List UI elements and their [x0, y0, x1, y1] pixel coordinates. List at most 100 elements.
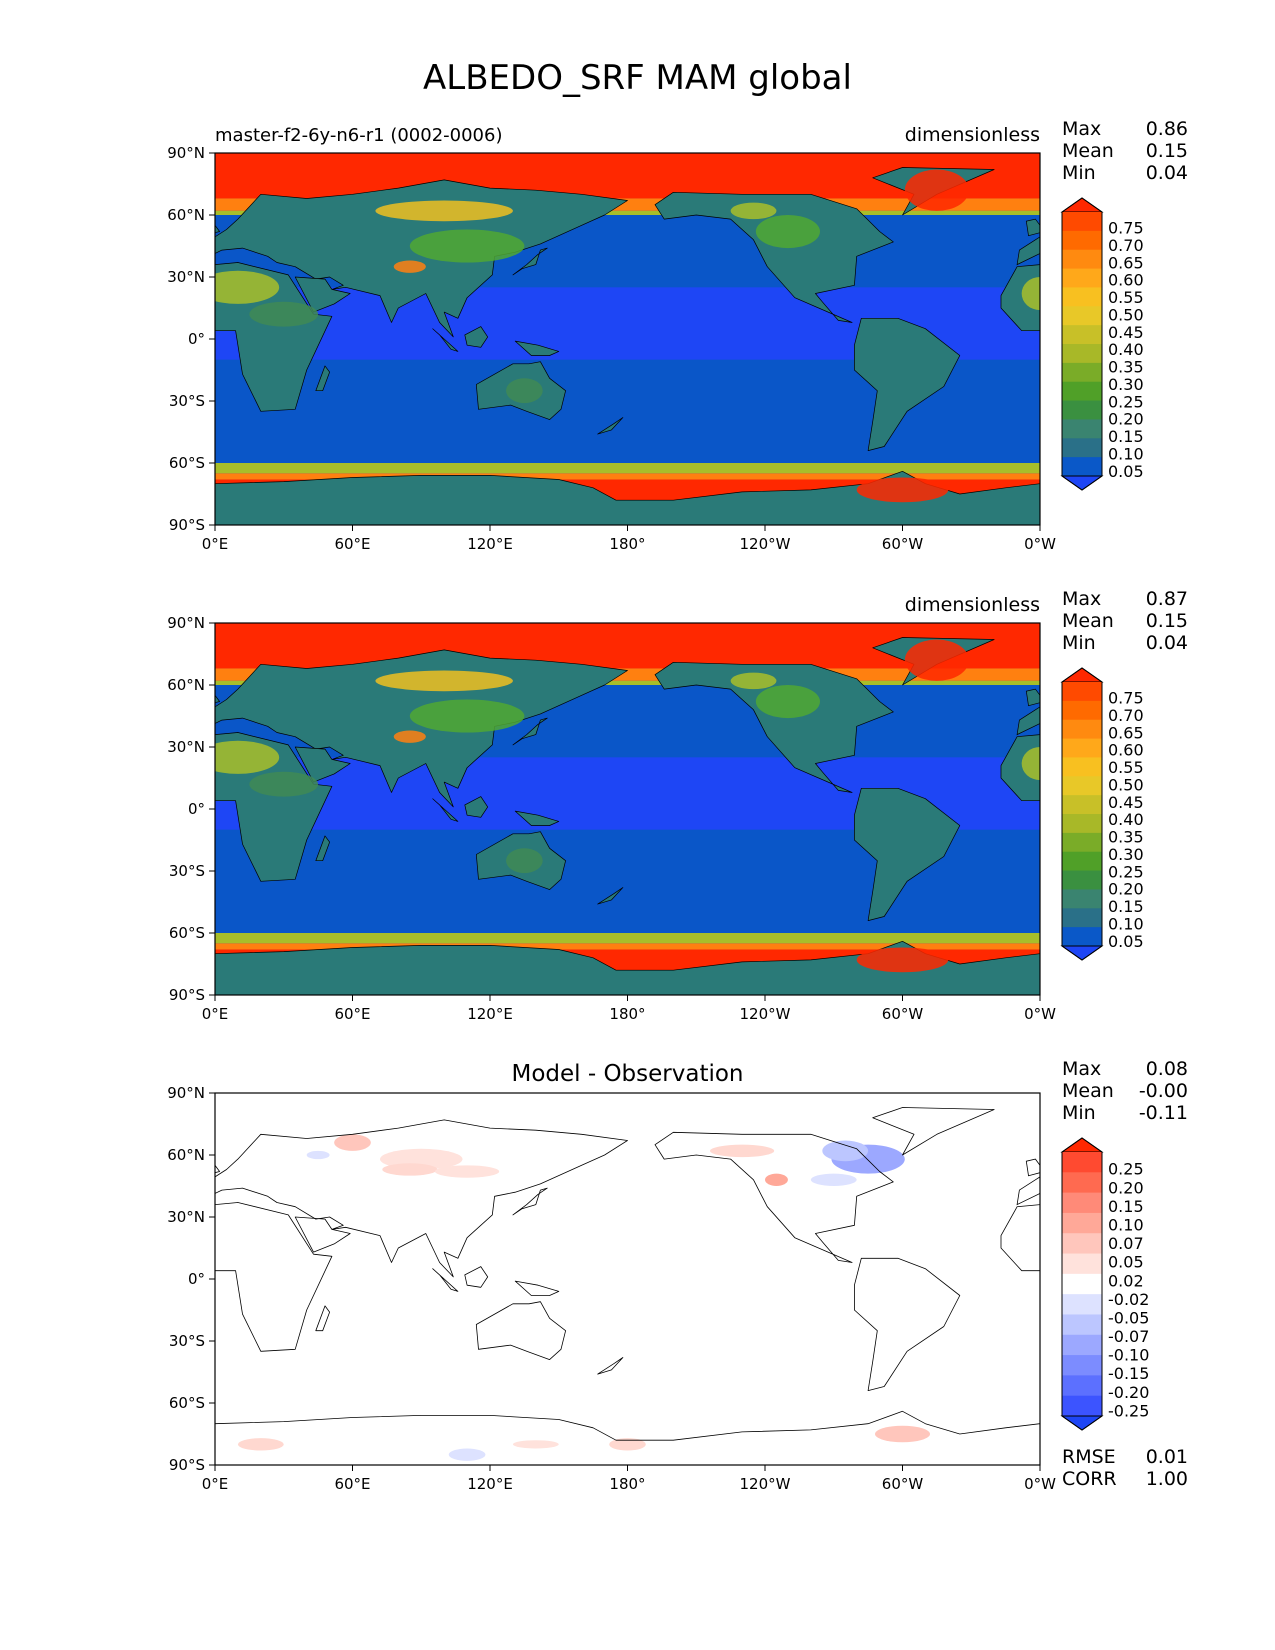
- colorbar-tick-label: 0.45: [1108, 323, 1144, 342]
- colorbar-segment: [1062, 738, 1102, 758]
- x-tick-label: 0°W: [1024, 1475, 1056, 1493]
- stat-label: Min: [1062, 162, 1096, 184]
- lat-band: [215, 943, 1040, 950]
- stat-value: 0.87: [1146, 588, 1188, 610]
- colorbar-segment: [1062, 438, 1102, 458]
- colorbar-segment: [1062, 682, 1102, 702]
- colorbar-segment: [1062, 1273, 1102, 1295]
- colorbar-tick-label: 0.55: [1108, 288, 1144, 307]
- continent-arabia: [294, 1216, 351, 1253]
- colorbar-tick-label: 0.35: [1108, 828, 1144, 847]
- continent-eurasia-wrap: [1016, 706, 1040, 736]
- stat-value: 0.04: [1146, 162, 1188, 184]
- y-tick-label: 90°N: [167, 1084, 205, 1102]
- continent-eurasia: [215, 179, 628, 338]
- y-tick-label: 30°S: [169, 862, 205, 880]
- difference-blob: [448, 1448, 486, 1461]
- lat-band: [215, 473, 1040, 480]
- field-blob: [249, 301, 319, 327]
- x-tick-label: 180°: [609, 535, 645, 553]
- x-tick-label: 0°E: [202, 1475, 229, 1493]
- field-blob: [904, 639, 969, 681]
- colorbar-segment: [1062, 212, 1102, 232]
- difference-blob: [435, 1165, 500, 1178]
- field-blob: [215, 270, 280, 304]
- stat-label: Max: [1062, 1058, 1101, 1080]
- continent-sumatra: [432, 1268, 459, 1292]
- colorbar-segment: [1062, 851, 1102, 872]
- colorbar-segment: [1062, 1294, 1102, 1315]
- colorbar-tick-label: -0.25: [1108, 1401, 1149, 1420]
- colorbar-segment: [1062, 1314, 1102, 1336]
- colorbar-tick-label: -0.07: [1108, 1327, 1149, 1346]
- colorbar-extend-top: [1060, 667, 1104, 683]
- continent-eurasia-wrap: [1016, 1176, 1040, 1206]
- colorbar-segment: [1062, 1334, 1102, 1356]
- units-label: dimensionless: [905, 594, 1040, 616]
- continent-madagascar: [315, 1305, 331, 1332]
- colorbar-extend-top: [1060, 1137, 1104, 1153]
- colorbar-tick-label: 0.10: [1108, 914, 1144, 933]
- y-tick-label: 30°N: [167, 1208, 205, 1226]
- colorbar-segment: [1062, 776, 1102, 796]
- colorbar-tick-label: -0.05: [1108, 1308, 1149, 1327]
- stat-label: Max: [1062, 588, 1101, 610]
- colorbar-tick-label: 0.10: [1108, 1216, 1144, 1235]
- continent-nz: [597, 1357, 624, 1375]
- field-blob: [755, 685, 821, 719]
- colorbar-tick-label: 0.30: [1108, 375, 1144, 394]
- continent-australia: [475, 1301, 566, 1361]
- colorbar-outline: [1061, 667, 1103, 961]
- stat-label: Max: [1062, 118, 1101, 140]
- field-blob: [375, 670, 513, 692]
- x-tick-label: 60°E: [334, 535, 370, 553]
- map-field: [215, 1093, 1040, 1465]
- colorbar-segment: [1062, 362, 1102, 383]
- colorbar-tick-label: 0.20: [1108, 880, 1144, 899]
- stat-label: Min: [1062, 1102, 1096, 1124]
- continent-greenland: [872, 1107, 995, 1156]
- y-tick-label: 90°N: [167, 144, 205, 162]
- y-tick-label: 90°S: [169, 986, 205, 1004]
- colorbar-segment: [1062, 757, 1102, 777]
- continent-antarctica: [215, 1410, 1040, 1465]
- x-tick-label: 60°E: [334, 1475, 370, 1493]
- colorbar-segment: [1062, 1152, 1102, 1173]
- stat-value: 0.86: [1146, 118, 1188, 140]
- continent-samerica: [854, 317, 961, 451]
- y-tick-label: 30°S: [169, 392, 205, 410]
- difference-blob: [334, 1134, 371, 1151]
- y-tick-label: 60°S: [169, 1394, 205, 1412]
- continent-britain: [215, 694, 220, 704]
- continent-africa-wrap: [1000, 1204, 1040, 1272]
- field-blob: [409, 229, 525, 263]
- colorbar-tick-label: 0.20: [1108, 1178, 1144, 1197]
- colorbar-tick-label: 0.65: [1108, 253, 1144, 272]
- continent-eurasia: [215, 649, 628, 808]
- page-title: ALBEDO_SRF MAM global: [423, 58, 852, 98]
- colorbar-outline: [1061, 1137, 1103, 1431]
- x-tick-label: 120°E: [467, 1475, 513, 1493]
- stat-value: -0.00: [1139, 1080, 1188, 1102]
- colorbar-tick-label: 0.02: [1108, 1271, 1144, 1290]
- y-tick-label: 60°S: [169, 924, 205, 942]
- colorbar-tick-label: 0.05: [1108, 932, 1144, 951]
- colorbar-tick-label: 0.20: [1108, 410, 1144, 429]
- y-tick-label: 60°N: [167, 1146, 205, 1164]
- field-blob: [904, 169, 969, 211]
- continent-newguinea: [514, 810, 560, 826]
- x-tick-label: 180°: [609, 1005, 645, 1023]
- y-tick-label: 60°N: [167, 676, 205, 694]
- colorbar-segment: [1062, 249, 1102, 270]
- colorbar-tick-label: 0.60: [1108, 271, 1144, 290]
- y-tick-label: 60°S: [169, 454, 205, 472]
- colorbar-segment: [1062, 908, 1102, 928]
- colorbar-tick-label: 0.75: [1108, 219, 1144, 238]
- x-tick-label: 180°: [609, 1475, 645, 1493]
- colorbar-segment: [1062, 1192, 1102, 1214]
- y-tick-label: 30°S: [169, 1332, 205, 1350]
- colorbar-segment: [1062, 1172, 1102, 1194]
- continent-borneo: [464, 1266, 489, 1288]
- colorbar-segment: [1062, 927, 1102, 947]
- colorbar-segment: [1062, 400, 1102, 420]
